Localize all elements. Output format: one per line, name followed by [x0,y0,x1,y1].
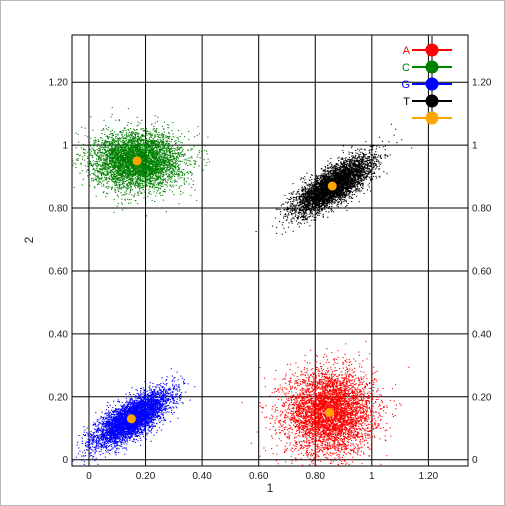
tick-labels: 0 0.20 0.40 0.60 0.80 1 1.20 0 0 0.20 0.20 0.40 0.40… [49,78,492,482]
centroid-marker-C [132,156,142,166]
y-tick-label-left: 0.20 [49,392,69,403]
legend-marker [425,60,439,74]
x-tick-label: 1 [369,471,375,482]
y-tick-label-right: 0.40 [472,329,492,340]
x-tick-label: 0.40 [192,471,212,482]
legend-marker [425,77,439,91]
series-points-G [72,368,196,465]
legend-label: T [403,96,410,108]
x-tick-label: 0.80 [306,471,326,482]
y-tick-label-left: 0 [62,455,68,466]
legend-label: G [401,79,410,91]
x-tick-label: 0.60 [249,471,269,482]
y-axis-title: 2 [22,236,36,243]
y-tick-label-left: 0.40 [49,329,69,340]
y-tick-label-right: 0 [472,455,478,466]
y-tick-label-left: 0.60 [49,266,69,277]
x-tick-label: 0.20 [136,471,156,482]
y-tick-label-right: 1.20 [472,78,492,89]
y-tick-label-left: 1 [62,141,68,152]
centroid-markers [126,156,337,424]
y-tick-label-right: 1 [472,141,478,152]
legend-label: C [402,62,410,74]
series-points-A [241,340,410,467]
y-tick-label-left: 0.80 [49,204,69,215]
x-axis-title: 1 [267,481,274,495]
legend-marker [425,94,439,108]
centroid-marker-A [324,408,334,418]
y-tick-label-left: 1.20 [49,78,69,89]
data-points [72,107,413,467]
y-tick-label-right: 0.60 [472,266,492,277]
series-points-T [255,123,413,235]
legend-marker [425,43,439,57]
x-tick-label: 0 [86,471,92,482]
legend-marker [425,111,439,125]
x-tick-label: 1.20 [419,471,439,482]
legend-label: A [403,45,411,57]
y-tick-label-right: 0.80 [472,204,492,215]
series-points-C [72,107,211,217]
y-tick-label-right: 0.20 [472,392,492,403]
centroid-marker-G [126,414,136,424]
centroid-marker-T [327,181,337,191]
